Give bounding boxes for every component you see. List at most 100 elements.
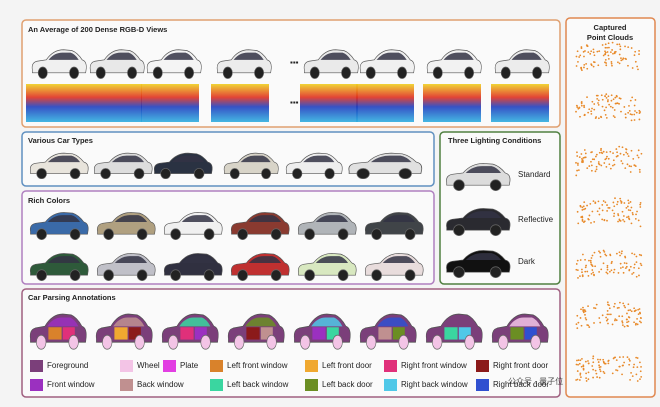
point [594, 265, 597, 268]
car-wheel [453, 224, 465, 236]
point [576, 327, 579, 330]
point [616, 151, 618, 154]
point [576, 370, 579, 372]
car-wheel [453, 266, 465, 278]
car-wheel [69, 269, 81, 281]
point [613, 212, 616, 215]
point [597, 64, 600, 67]
car-wheel [261, 168, 272, 180]
car-wheel [102, 334, 113, 350]
point [604, 95, 607, 98]
point [578, 362, 581, 365]
point [638, 253, 641, 256]
point [581, 271, 583, 274]
car-wheel [95, 66, 106, 79]
point [639, 378, 641, 381]
point [618, 62, 621, 65]
point [638, 109, 641, 112]
point [587, 51, 590, 54]
point [627, 202, 630, 205]
parsing-box [21, 288, 561, 398]
car-wheel [292, 168, 303, 180]
point [631, 113, 633, 116]
point [616, 154, 619, 157]
legend-swatch [163, 360, 176, 372]
point [591, 210, 594, 213]
point [605, 151, 608, 154]
car [491, 313, 549, 350]
point [607, 99, 609, 101]
point [575, 379, 578, 381]
point [616, 307, 619, 309]
point [587, 111, 590, 114]
point [631, 273, 634, 275]
point [636, 65, 639, 68]
point [630, 206, 633, 209]
car-window [47, 155, 81, 163]
point [606, 155, 608, 158]
car-wheel [337, 228, 349, 240]
car-wheel [266, 334, 277, 350]
point [613, 205, 616, 208]
point [620, 59, 623, 62]
point [623, 361, 626, 364]
point [589, 259, 592, 262]
point [576, 259, 579, 262]
car-window [248, 215, 282, 222]
point [591, 265, 594, 268]
point [582, 365, 585, 368]
point [603, 219, 606, 222]
point [629, 378, 631, 381]
car [223, 152, 279, 180]
point [601, 314, 604, 317]
point [582, 306, 584, 309]
car-wheel [304, 228, 315, 240]
point [638, 274, 640, 277]
depth-map [211, 84, 269, 122]
point [608, 103, 611, 106]
point [590, 160, 592, 163]
point [612, 271, 615, 274]
point [638, 118, 641, 121]
point [607, 206, 610, 209]
car-wheel [489, 266, 502, 278]
point [583, 149, 586, 151]
point [638, 168, 641, 171]
point [584, 317, 587, 319]
point [628, 165, 631, 167]
point [627, 111, 630, 114]
car [426, 49, 482, 79]
point [584, 266, 587, 269]
point [604, 253, 607, 256]
car [359, 313, 417, 350]
point [633, 119, 636, 121]
car-wheel [69, 228, 81, 240]
legend-swatch [476, 360, 489, 372]
point [593, 158, 596, 161]
point [617, 61, 619, 64]
point [615, 319, 618, 322]
point [614, 96, 617, 99]
point [634, 50, 637, 53]
car-window [179, 317, 211, 327]
car-window [315, 256, 349, 263]
point [610, 99, 613, 102]
point [594, 369, 597, 372]
point [610, 62, 613, 65]
point [638, 171, 641, 173]
point [614, 197, 616, 200]
point [635, 373, 638, 376]
car-wheel [500, 66, 511, 79]
car-wheel [337, 269, 349, 281]
point [603, 162, 606, 164]
point [618, 356, 621, 359]
car-wheel [237, 269, 248, 281]
car-wheel [103, 228, 114, 240]
car-wheel [397, 66, 408, 79]
car-wheel [193, 168, 205, 180]
point [632, 366, 635, 369]
point [575, 363, 578, 366]
point [604, 53, 606, 55]
point [607, 303, 609, 306]
car-window [443, 317, 475, 327]
